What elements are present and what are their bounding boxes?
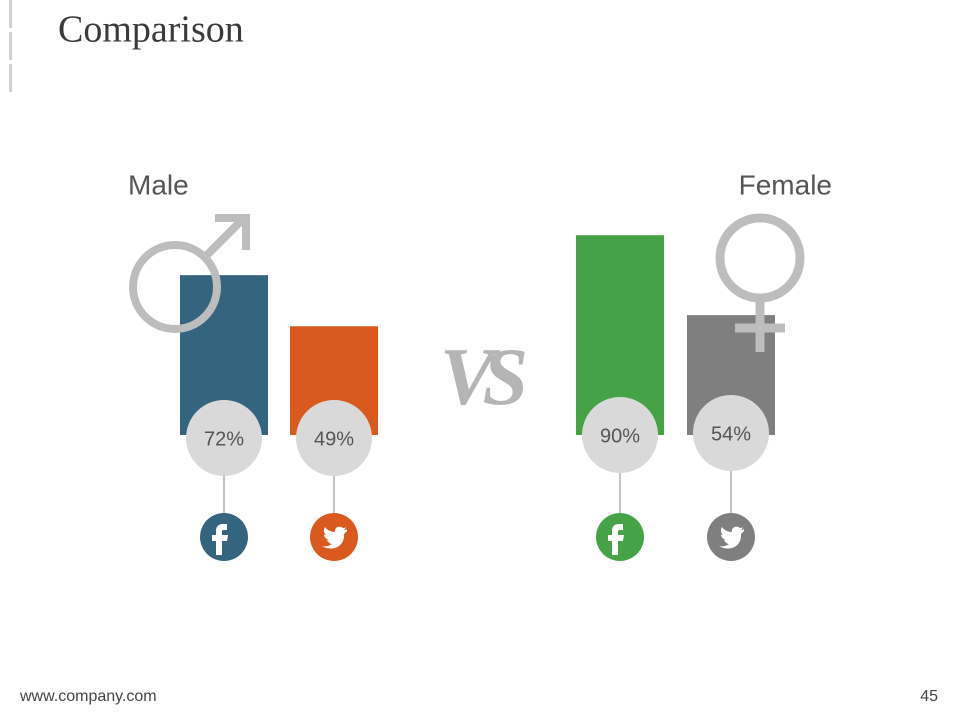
value-badge: [693, 395, 769, 471]
male-symbol: [129, 214, 250, 333]
value-label: 54%: [711, 423, 751, 445]
twitter-glyph: [719, 526, 744, 549]
footer-url: www.company.com: [19, 688, 157, 705]
value-label: 90%: [600, 425, 640, 447]
group-label: Male: [128, 169, 189, 200]
value-label: 49%: [314, 428, 354, 450]
badges: 72% 49% 90% 54%: [186, 395, 769, 561]
vs-label: VS: [440, 331, 526, 422]
facebook-glyph: [608, 524, 624, 555]
slide-title: Comparison: [58, 9, 244, 51]
header-mark: [9, 0, 12, 28]
header-mark: [9, 32, 12, 60]
female-symbol: [715, 213, 805, 352]
value-badge: [296, 400, 372, 476]
group-label: Female: [739, 169, 832, 200]
header-mark: [9, 64, 12, 92]
facebook-glyph: [212, 524, 228, 555]
value-badge: [582, 397, 658, 473]
page-number: 45: [920, 688, 938, 705]
value-badge: [186, 400, 262, 476]
twitter-glyph: [322, 526, 347, 549]
value-label: 72%: [204, 428, 244, 450]
